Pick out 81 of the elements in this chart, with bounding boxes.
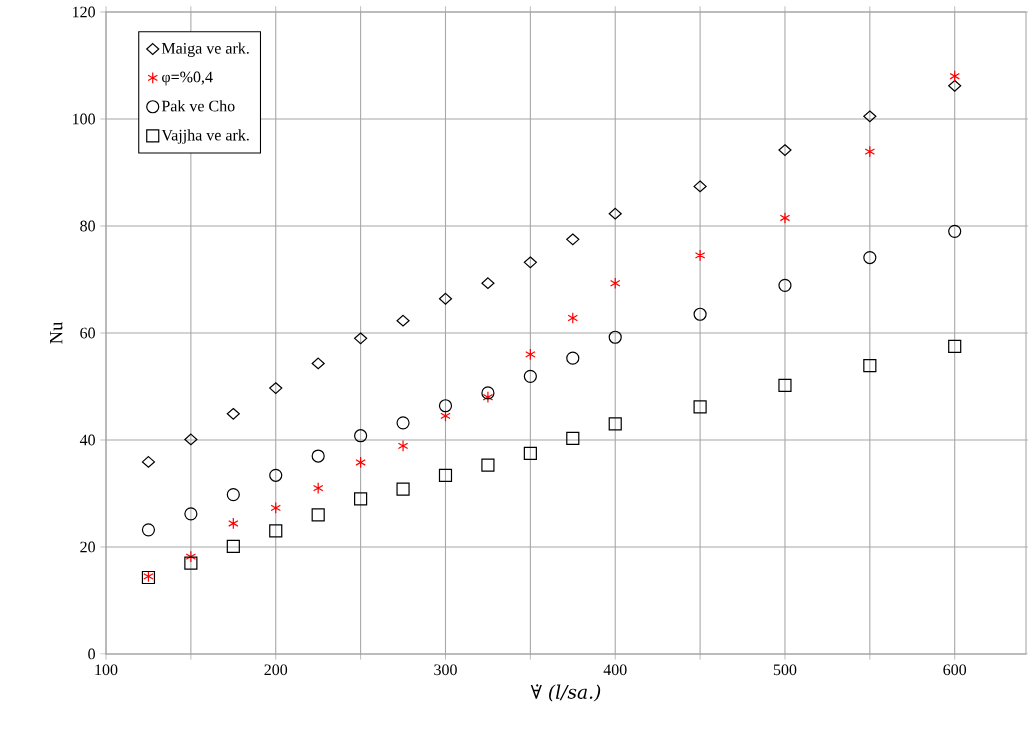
legend-label: Maiga ve ark. <box>161 42 249 57</box>
point <box>523 256 537 269</box>
point <box>396 314 410 327</box>
y-tick-label: 0 <box>88 648 95 660</box>
point <box>693 180 707 193</box>
point <box>396 416 410 430</box>
y-tick-label: 120 <box>73 6 95 18</box>
point <box>269 524 283 538</box>
x-tick-label: 200 <box>264 664 288 676</box>
point <box>141 455 156 468</box>
point <box>608 330 622 344</box>
legend-label: Vajjha ve ark. <box>161 129 249 144</box>
point <box>311 508 325 522</box>
point <box>481 277 495 290</box>
point <box>608 207 622 220</box>
point <box>863 110 877 123</box>
point <box>311 449 325 463</box>
x-tick-label: 600 <box>943 664 967 676</box>
point <box>438 292 453 305</box>
point <box>566 233 580 246</box>
point <box>311 357 325 370</box>
point <box>863 250 877 265</box>
point <box>355 456 366 469</box>
point <box>948 79 962 92</box>
point <box>694 249 706 262</box>
point <box>778 144 792 156</box>
point <box>778 378 792 393</box>
x-tick-label: 400 <box>603 664 627 676</box>
point <box>948 339 962 353</box>
y-axis-title: Nu <box>50 321 63 344</box>
point <box>354 332 368 345</box>
point <box>184 433 198 446</box>
point <box>567 312 579 324</box>
point <box>354 492 368 506</box>
point <box>226 407 240 420</box>
point <box>270 502 281 514</box>
point <box>312 482 324 495</box>
point <box>185 550 197 563</box>
point <box>481 458 495 472</box>
x-axis-title: ∀̇ (l/sa.) <box>530 684 601 702</box>
point <box>438 468 453 482</box>
point <box>184 507 198 521</box>
y-tick-label: 40 <box>79 434 95 446</box>
point <box>948 224 962 238</box>
point <box>523 369 537 383</box>
point <box>864 145 876 158</box>
point <box>269 382 283 395</box>
y-tick-label: 80 <box>80 220 95 232</box>
x-tick-label: 300 <box>434 664 457 676</box>
point <box>141 523 156 537</box>
x-tick-label: 500 <box>773 664 797 676</box>
point <box>440 409 451 422</box>
point <box>226 487 240 502</box>
point <box>184 556 198 570</box>
point <box>397 439 409 452</box>
legend-label: φ=%0,4 <box>162 71 213 86</box>
point <box>778 278 792 292</box>
y-tick-label: 20 <box>80 541 95 553</box>
point <box>779 212 791 224</box>
point <box>566 431 580 445</box>
point <box>226 539 240 554</box>
x-tick-label: 100 <box>95 664 118 676</box>
point <box>228 517 239 530</box>
point <box>693 400 707 414</box>
point <box>438 399 453 413</box>
point <box>523 446 537 460</box>
point <box>610 277 621 290</box>
point <box>269 468 283 482</box>
point <box>693 307 707 321</box>
point <box>396 482 410 496</box>
point <box>566 351 580 365</box>
point <box>481 386 495 400</box>
point <box>608 417 622 431</box>
point <box>863 359 877 373</box>
legend-label: Pak ve Cho <box>161 100 235 112</box>
point <box>482 391 494 404</box>
y-tick-label: 60 <box>80 327 95 339</box>
point <box>525 348 536 361</box>
point <box>354 429 368 443</box>
point <box>949 70 960 83</box>
y-tick-label: 100 <box>73 113 95 125</box>
